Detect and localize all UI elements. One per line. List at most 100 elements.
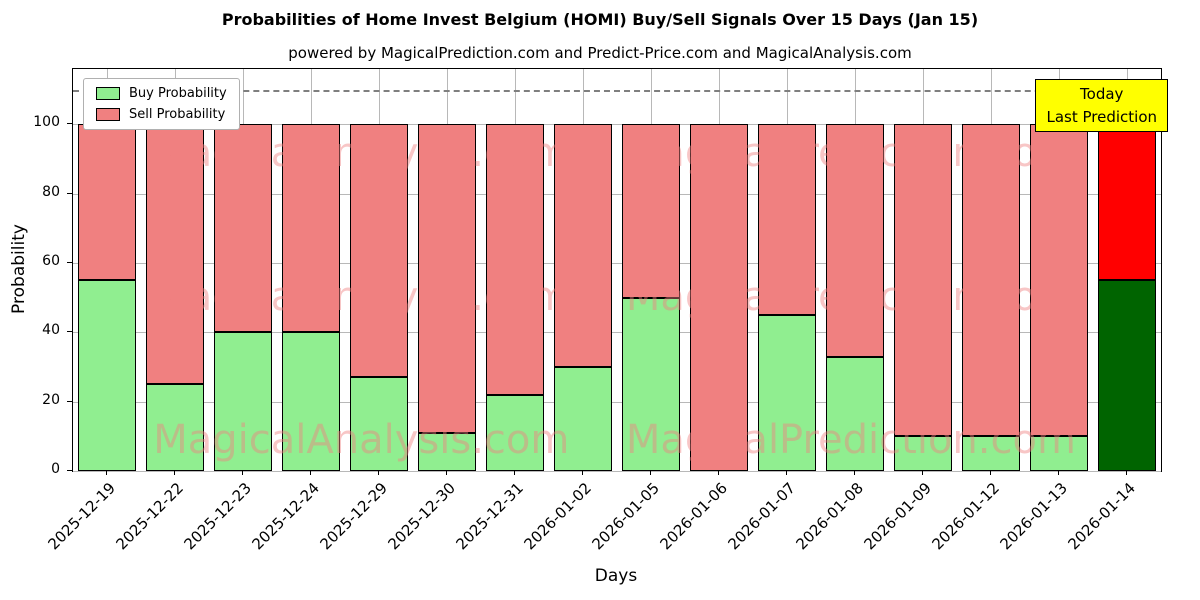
x-tick-mark (446, 470, 447, 475)
x-tick-label: 2026-01-14 (1064, 479, 1139, 554)
plot-area: MagicalAnalysis.com MagicalPrediction.com… (72, 68, 1168, 472)
legend-item-sell: Sell Probability (96, 107, 227, 122)
x-tick-mark (922, 470, 923, 475)
y-tick-label: 100 (33, 114, 60, 131)
sell-bar-segment (78, 124, 136, 281)
x-tick-mark (174, 470, 175, 475)
x-tick-mark (1058, 470, 1059, 475)
buy-bar-segment (622, 297, 680, 471)
x-tick-label: 2025-12-31 (452, 479, 527, 554)
threshold-dashed-line (73, 89, 1161, 92)
x-tick-label: 2025-12-24 (248, 479, 323, 554)
y-tick-label: 60 (42, 253, 60, 270)
sell-bar-segment (622, 124, 680, 298)
y-tick-mark (67, 331, 72, 333)
y-tick-mark (67, 262, 72, 264)
legend-label-buy: Buy Probability (129, 86, 227, 101)
x-tick-label: 2025-12-30 (384, 479, 459, 554)
y-axis-label: Probability (9, 224, 29, 314)
x-tick-mark (990, 470, 991, 475)
x-tick-label: 2026-01-07 (724, 479, 799, 554)
sell-bar-segment (214, 124, 272, 333)
x-tick-mark (718, 470, 719, 475)
sell-bar-segment (146, 124, 204, 385)
annotation-line-1: Today (1080, 85, 1124, 103)
x-tick-label: 2026-01-09 (860, 479, 935, 554)
x-tick-label: 2026-01-12 (928, 479, 1003, 554)
watermark-text: MagicalPrediction.com (625, 274, 1076, 320)
chart-subtitle: powered by MagicalPrediction.com and Pre… (288, 44, 912, 62)
x-tick-mark (786, 470, 787, 475)
buy-bar-segment (282, 332, 340, 471)
x-tick-mark (242, 470, 243, 475)
y-tick-label: 0 (51, 461, 60, 477)
buy-bar-segment (350, 377, 408, 471)
x-axis-ticks: 2025-12-19 2025-12-22 2025-12-23 2025-12-24… (44, 470, 1160, 595)
x-tick-label: 2026-01-08 (792, 479, 867, 554)
y-tick-label: 80 (42, 183, 60, 200)
y-tick-label: 40 (42, 322, 60, 339)
sell-bar-segment (1030, 124, 1088, 437)
watermark-text: MagicalAnalysis.com (153, 417, 570, 463)
buy-bar-segment (758, 315, 816, 471)
buy-probability-swatch (96, 87, 120, 100)
buy-bar-segment (894, 436, 952, 471)
chart-title: Probabilities of Home Invest Belgium (HO… (221, 10, 979, 29)
sell-bar-segment (350, 124, 408, 378)
h-gridline (73, 263, 1161, 265)
x-tick-label: 2026-01-02 (520, 479, 595, 554)
buy-bar-segment (962, 436, 1020, 471)
buy-bar-segment (214, 332, 272, 471)
buy-bar-segment (486, 394, 544, 471)
watermark-text: MagicalPrediction.com (625, 130, 1076, 176)
x-tick-mark (854, 470, 855, 475)
today-annotation: Today Last Prediction (1035, 79, 1168, 132)
x-axis-label: Days (594, 566, 638, 586)
h-gridline (73, 193, 1161, 195)
h-gridline (73, 332, 1161, 334)
bars-layer (73, 69, 1161, 471)
buy-bar-segment (418, 432, 476, 471)
y-tick-mark (67, 470, 72, 471)
x-tick-mark (582, 470, 583, 475)
sell-bar-segment (486, 124, 544, 395)
x-tick-label: 2025-12-19 (44, 479, 119, 554)
legend-label-sell: Sell Probability (129, 107, 226, 122)
legend: Buy Probability Sell Probability (83, 78, 240, 130)
x-tick-label: 2025-12-23 (180, 479, 255, 554)
y-tick-mark (67, 400, 72, 402)
y-tick-mark (67, 123, 72, 125)
sell-bar-segment (894, 124, 952, 437)
sell-bar-segment (758, 124, 816, 316)
sell-bar-segment (554, 124, 612, 368)
x-tick-label: 2025-12-29 (316, 479, 391, 554)
legend-item-buy: Buy Probability (96, 86, 227, 101)
y-axis-ticks: 0 20 40 60 80 100 (0, 68, 72, 477)
buy-bar-segment (1030, 436, 1088, 471)
x-tick-label: 2026-01-13 (996, 479, 1071, 554)
watermark-text: MagicalAnalysis.com (153, 130, 570, 176)
x-tick-mark (106, 470, 107, 475)
buy-bar-segment (146, 384, 204, 471)
x-tick-mark (514, 470, 515, 475)
buy-bar-segment (78, 280, 136, 471)
buy-bar-segment (826, 356, 884, 471)
x-tick-mark (650, 470, 651, 475)
sell-bar-segment (418, 124, 476, 433)
watermark-text: MagicalAnalysis.com (153, 274, 570, 320)
sell-bar-segment (690, 124, 748, 471)
sell-bar-segment (962, 124, 1020, 437)
y-tick-mark (67, 192, 72, 194)
y-tick-label: 20 (42, 391, 60, 408)
h-gridline (73, 401, 1161, 403)
sell-bar-segment (1098, 124, 1156, 281)
annotation-line-2: Last Prediction (1046, 107, 1157, 126)
x-tick-label: 2025-12-22 (112, 479, 187, 554)
h-gridline (73, 471, 1161, 472)
h-gridline (73, 124, 1161, 126)
sell-bar-segment (282, 124, 340, 333)
buy-bar-segment (554, 367, 612, 471)
watermark-text: MagicalPrediction.com (625, 417, 1076, 463)
x-tick-mark (310, 470, 311, 475)
